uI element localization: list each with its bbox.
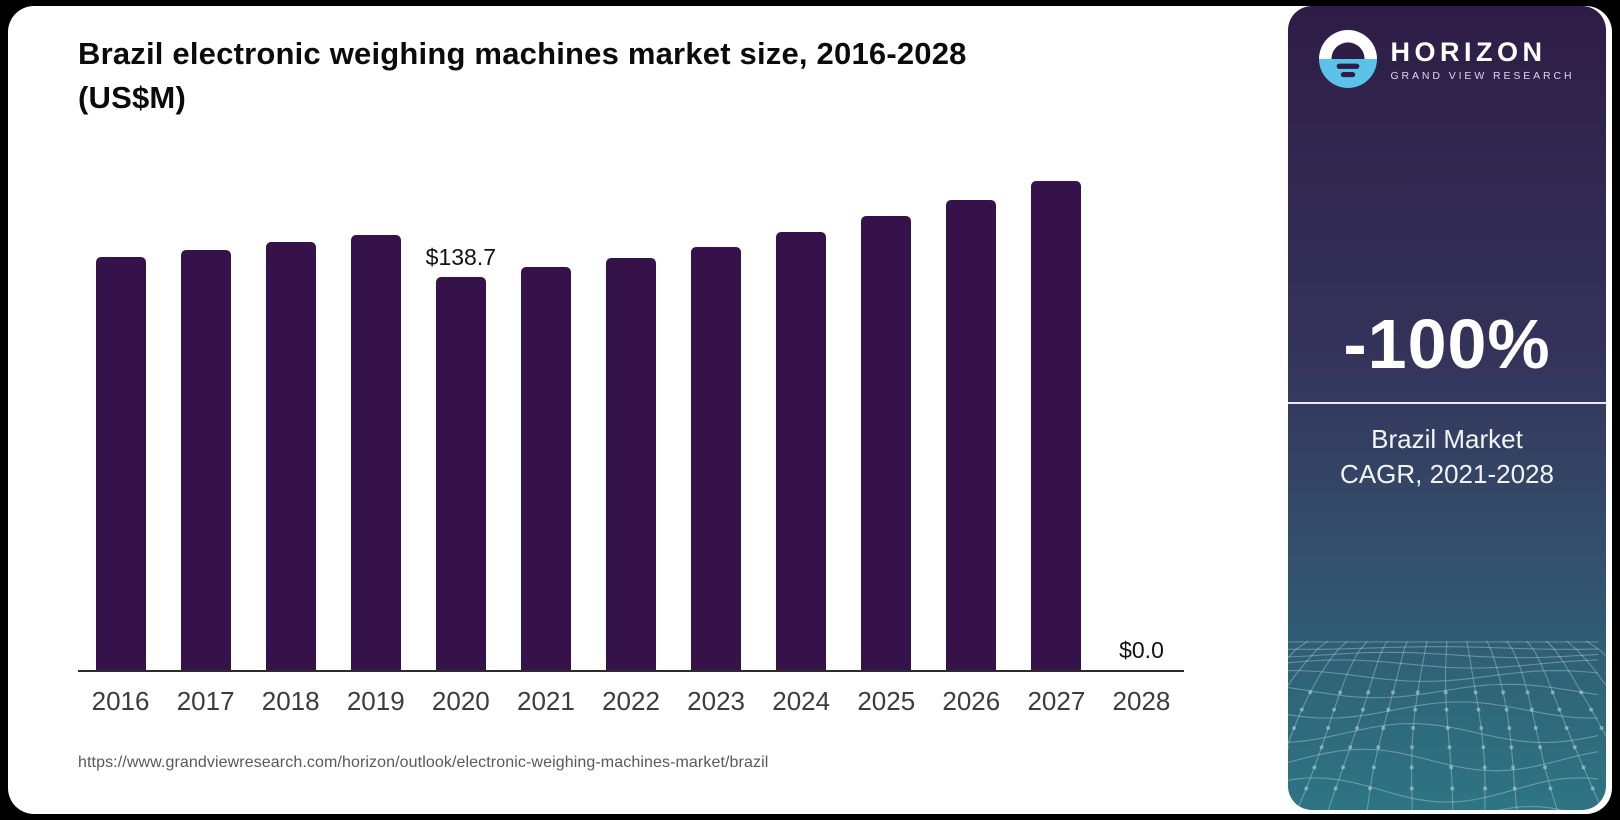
horizon-sunrise-icon: [1319, 30, 1378, 88]
report-card: Brazil electronic weighing machines mark…: [8, 6, 1612, 814]
bar-2026: [946, 200, 997, 670]
data-label-2020: $138.7: [425, 244, 497, 270]
x-tick-2021: 2021: [517, 686, 575, 716]
x-tick-2025: 2025: [857, 686, 916, 716]
bar-2024: [776, 232, 827, 670]
cagr-stat: -100% Brazil Market CAGR, 2021-2028: [1288, 302, 1606, 492]
bar-2027: [1031, 181, 1082, 670]
chart-title-line1: Brazil electronic weighing machines mark…: [78, 36, 967, 71]
brand-tagline: GRAND VIEW RESEARCH: [1390, 69, 1575, 82]
bar-2025: [861, 216, 912, 670]
bar-column-2023: [674, 160, 759, 670]
x-tick-2028: 2028: [1112, 686, 1171, 716]
bar-column-2020: $138.7: [418, 160, 503, 670]
cagr-label-line2: CAGR, 2021-2028: [1340, 458, 1554, 489]
bar-2022: [606, 258, 656, 670]
sidebar: HORIZON GRAND VIEW RESEARCH -100% Brazil…: [1288, 6, 1606, 810]
x-tick-2027: 2027: [1027, 686, 1086, 716]
x-tick-2020: 2020: [431, 686, 490, 716]
data-label-2028: $0.0: [1119, 637, 1164, 663]
cagr-label-line1: Brazil Market: [1371, 423, 1523, 454]
cagr-value: -100%: [1343, 305, 1551, 383]
bar-column-2016: [78, 160, 163, 670]
plot-area: $138.7 $0.0: [78, 160, 1184, 672]
brand-name: HORIZON: [1390, 36, 1547, 67]
bar-column-2026: [929, 160, 1014, 670]
bar-column-2028: $0.0: [1099, 160, 1184, 670]
bar-2017: [180, 250, 231, 670]
x-tick-2019: 2019: [346, 686, 405, 716]
brand-text: HORIZON GRAND VIEW RESEARCH: [1390, 37, 1574, 82]
x-tick-2023: 2023: [687, 686, 745, 716]
bar-2020: [435, 277, 486, 670]
bar-2023: [691, 247, 742, 670]
stat-divider: [1288, 402, 1606, 404]
bar-2021: [520, 267, 571, 670]
x-tick-2016: 2016: [91, 686, 150, 716]
bar-column-2027: [1014, 160, 1099, 670]
x-tick-2024: 2024: [772, 686, 831, 716]
bar-column-2019: [333, 160, 418, 670]
bar-2019: [350, 235, 401, 670]
x-tick-2026: 2026: [942, 686, 1001, 716]
x-axis-labels: 2016 2017 2018 2019 2020 2021 2022 2023 2024 2025…: [78, 686, 1184, 717]
bar-column-2018: [248, 160, 333, 670]
bar-column-2025: [844, 160, 929, 670]
chart-title: Brazil electronic weighing machines mark…: [78, 32, 1128, 120]
wireframe-mesh-graphic: [1288, 638, 1606, 810]
bar-chart: $138.7 $0.0 2016 2017 2018 2019 2020 2021 2022 2…: [78, 160, 1184, 717]
bar-2018: [265, 242, 316, 670]
chart-title-line2: (US$M): [78, 80, 186, 115]
source-url: https://www.grandviewresearch.com/horizo…: [78, 754, 769, 771]
x-tick-2022: 2022: [602, 686, 660, 716]
x-tick-2017: 2017: [176, 686, 235, 716]
brand-logo: HORIZON GRAND VIEW RESEARCH: [1288, 30, 1606, 88]
bar-column-2017: [163, 160, 248, 670]
bar-column-2021: [503, 160, 588, 670]
x-tick-2018: 2018: [261, 686, 320, 716]
bar-2016: [95, 257, 146, 670]
bar-column-2024: [759, 160, 844, 670]
bar-column-2022: [588, 160, 673, 670]
